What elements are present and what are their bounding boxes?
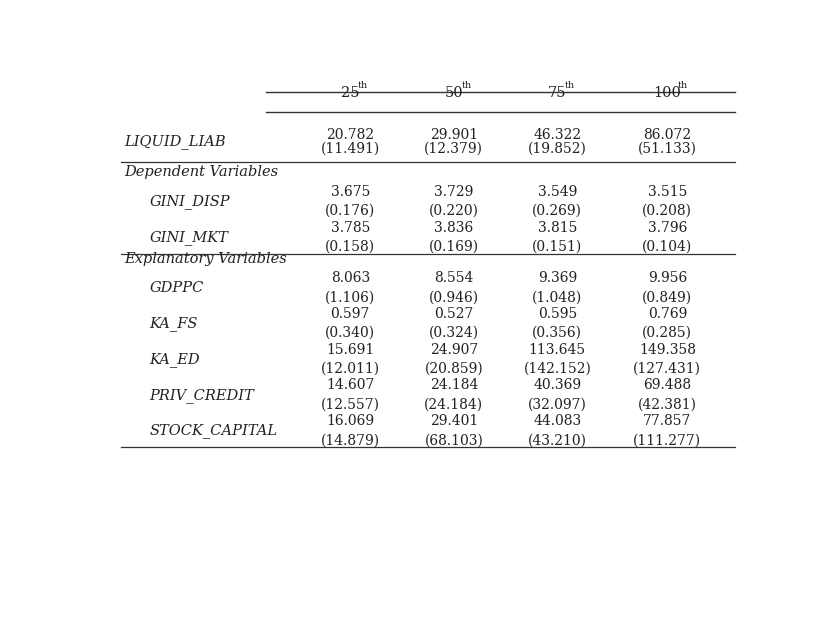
Text: 0.597: 0.597 <box>331 307 370 321</box>
Text: 9.369: 9.369 <box>538 271 577 285</box>
Text: (0.176): (0.176) <box>325 204 376 218</box>
Text: LIQUID_LIAB: LIQUID_LIAB <box>124 135 225 149</box>
Text: (0.269): (0.269) <box>533 204 582 218</box>
Text: 3.515: 3.515 <box>648 185 687 199</box>
Text: (0.849): (0.849) <box>642 291 692 304</box>
Text: 77.857: 77.857 <box>643 415 691 428</box>
Text: 0.527: 0.527 <box>434 307 473 321</box>
Text: 0.769: 0.769 <box>648 307 687 321</box>
Text: 29.401: 29.401 <box>430 415 478 428</box>
Text: (12.557): (12.557) <box>321 398 380 412</box>
Text: KA_ED: KA_ED <box>149 352 200 367</box>
Text: (0.158): (0.158) <box>325 240 376 254</box>
Text: Dependent Variables: Dependent Variables <box>124 165 278 179</box>
Text: (11.491): (11.491) <box>321 142 380 156</box>
Text: 69.488: 69.488 <box>643 379 691 392</box>
Text: (0.356): (0.356) <box>533 326 582 340</box>
Text: 8.554: 8.554 <box>434 271 473 285</box>
Text: (32.097): (32.097) <box>528 398 587 412</box>
Text: STOCK_CAPITAL: STOCK_CAPITAL <box>149 423 278 438</box>
Text: 149.358: 149.358 <box>639 343 696 357</box>
Text: 46.322: 46.322 <box>534 128 581 142</box>
Text: 25: 25 <box>341 86 360 100</box>
Text: GINI_MKT: GINI_MKT <box>149 230 229 245</box>
Text: th: th <box>462 81 472 89</box>
Text: 3.729: 3.729 <box>434 185 473 199</box>
Text: 0.595: 0.595 <box>538 307 577 321</box>
Text: 50: 50 <box>444 86 463 100</box>
Text: (0.285): (0.285) <box>642 326 692 340</box>
Text: (43.210): (43.210) <box>528 433 587 448</box>
Text: 20.782: 20.782 <box>326 128 374 142</box>
Text: (14.879): (14.879) <box>321 433 380 448</box>
Text: (142.152): (142.152) <box>524 362 591 376</box>
Text: (0.104): (0.104) <box>642 240 692 254</box>
Text: (19.852): (19.852) <box>528 142 587 156</box>
Text: (1.048): (1.048) <box>532 291 583 304</box>
Text: (1.106): (1.106) <box>325 291 376 304</box>
Text: (127.431): (127.431) <box>634 362 701 376</box>
Text: (42.381): (42.381) <box>638 398 697 412</box>
Text: 44.083: 44.083 <box>534 415 581 428</box>
Text: (111.277): (111.277) <box>633 433 701 448</box>
Text: 15.691: 15.691 <box>326 343 374 357</box>
Text: 86.072: 86.072 <box>643 128 691 142</box>
Text: (12.379): (12.379) <box>424 142 483 156</box>
Text: (51.133): (51.133) <box>638 142 697 156</box>
Text: 100: 100 <box>654 86 681 100</box>
Text: 3.785: 3.785 <box>331 221 370 235</box>
Text: 14.607: 14.607 <box>326 379 374 392</box>
Text: (68.103): (68.103) <box>424 433 483 448</box>
Text: (0.208): (0.208) <box>642 204 692 218</box>
Text: 3.815: 3.815 <box>538 221 577 235</box>
Text: 75: 75 <box>548 86 567 100</box>
Text: 3.796: 3.796 <box>648 221 687 235</box>
Text: (20.859): (20.859) <box>424 362 483 376</box>
Text: (0.324): (0.324) <box>428 326 479 340</box>
Text: (12.011): (12.011) <box>321 362 380 376</box>
Text: Explanatory Variables: Explanatory Variables <box>124 252 286 265</box>
Text: 3.675: 3.675 <box>331 185 370 199</box>
Text: GINI_DISP: GINI_DISP <box>149 194 230 209</box>
Text: th: th <box>358 81 368 89</box>
Text: 8.063: 8.063 <box>331 271 370 285</box>
Text: (0.340): (0.340) <box>325 326 376 340</box>
Text: PRIV_CREDIT: PRIV_CREDIT <box>149 387 255 403</box>
Text: (0.946): (0.946) <box>428 291 479 304</box>
Text: 40.369: 40.369 <box>534 379 581 392</box>
Text: 24.907: 24.907 <box>430 343 478 357</box>
Text: (0.220): (0.220) <box>429 204 478 218</box>
Text: 16.069: 16.069 <box>326 415 374 428</box>
Text: (0.169): (0.169) <box>428 240 479 254</box>
Text: KA_FS: KA_FS <box>149 316 198 331</box>
Text: th: th <box>565 81 575 89</box>
Text: 3.836: 3.836 <box>434 221 473 235</box>
Text: (24.184): (24.184) <box>424 398 483 412</box>
Text: 3.549: 3.549 <box>538 185 577 199</box>
Text: 24.184: 24.184 <box>430 379 478 392</box>
Text: 9.956: 9.956 <box>648 271 687 285</box>
Text: 29.901: 29.901 <box>430 128 478 142</box>
Text: GDPPC: GDPPC <box>149 281 204 294</box>
Text: th: th <box>678 81 688 89</box>
Text: (0.151): (0.151) <box>532 240 583 254</box>
Text: 113.645: 113.645 <box>529 343 586 357</box>
